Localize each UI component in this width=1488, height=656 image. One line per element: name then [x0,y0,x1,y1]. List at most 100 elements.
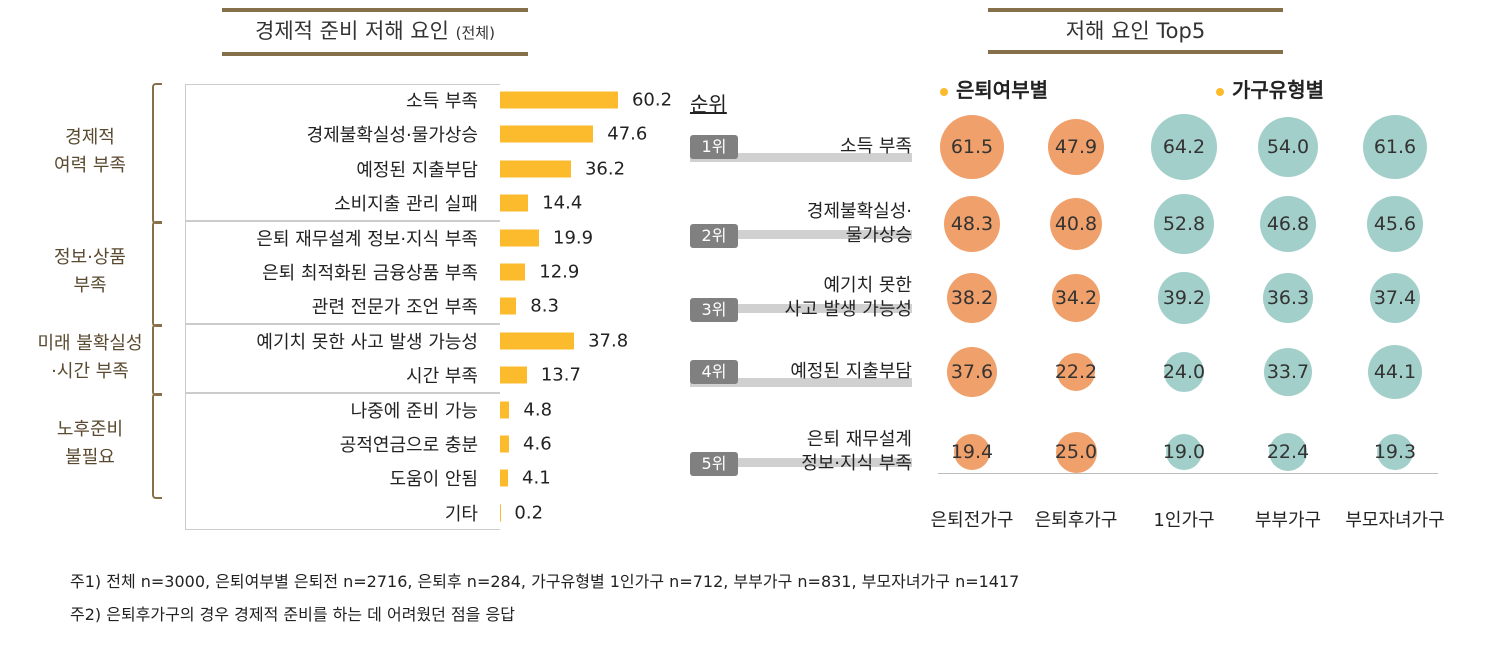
value-label: 19.9 [553,227,594,249]
bar-label: 은퇴 최적화된 금융상품 부족 [262,263,478,284]
label-box [185,84,500,530]
rank-badge: 1위 [690,135,738,159]
left-chart-title: 경제적 준비 저해 요인 (전체) [222,8,528,56]
group-label-line: 정보·상품 [54,247,126,268]
factor-label: 경제불확실성· 물가상승 [807,200,912,248]
value-label: 4.8 [523,399,553,421]
factor-label-line: 정보·지식 부족 [801,453,912,474]
group-separator [185,391,500,394]
bubble: 22.2 [1055,352,1097,392]
bubble: 37.6 [946,346,998,398]
group-label-line: 미래 불확실성 [37,333,143,354]
bar-label: 나중에 준비 가능 [350,400,478,422]
bar [500,435,510,453]
bubble: 54.0 [1257,116,1319,178]
bubble: 19.4 [951,433,993,471]
group-label: 미래 불확실성 ·시간 부족 [30,330,150,386]
bubble: 34.2 [1052,274,1100,322]
column-label: 은퇴후가구 [1034,510,1118,531]
bar-label: 시간 부족 [406,366,478,388]
bar [500,91,618,109]
group-separator [185,219,500,222]
group-brace [152,83,162,225]
group-header-retire: 은퇴여부별 [940,74,1048,103]
bar [500,194,529,212]
bubble: 24.0 [1163,351,1205,393]
bubble: 48.3 [943,195,1001,253]
group-label-line: 부족 [73,275,107,296]
bullet-icon [1216,87,1224,96]
value-label: 13.7 [540,364,581,386]
bubble: 39.2 [1158,272,1210,324]
factor-label: 예정된 지출부담 [790,360,912,384]
bubble: 25.0 [1055,431,1097,473]
group-label: 노후준비 불필요 [30,416,150,472]
right-chart-title: 저해 요인 Top5 [988,8,1283,54]
rank-underline [690,458,912,467]
bar [500,263,526,281]
value-label: 4.1 [522,467,551,489]
group-header-household: 가구유형별 [1216,74,1324,103]
bar-label: 은퇴 재무설계 정보·지식 부족 [256,228,478,250]
bar-label: 도움이 안됨 [389,469,478,491]
bar-label: 관련 전문가 조언 부족 [311,297,478,319]
value-label: 36.2 [584,158,626,180]
bubble: 19.0 [1163,434,1205,470]
factor-label: 예기치 못한 사고 발생 가능성 [785,274,912,322]
rank-badge: 4위 [690,360,738,384]
left-title-text: 경제적 준비 저해 요인 [255,19,449,43]
value-label: 60.2 [631,89,673,111]
bar [500,229,539,247]
rank-underline [690,230,912,239]
factor-label-line: 경제불확실성· [806,201,912,222]
rank-badge: 2위 [690,224,738,248]
value-label: 47.6 [607,123,648,145]
bubble: 44.1 [1367,344,1423,400]
value-label: 8.3 [530,295,559,317]
bar-label: 기타 [444,503,478,525]
factor-label: 소득 부족 [840,135,912,159]
column-label: 부모자녀가구 [1345,510,1445,531]
bar [500,297,517,315]
bubble: 40.8 [1049,197,1103,251]
bar [500,366,527,384]
group-label-line: 경제적 [65,126,115,148]
bar [500,125,594,143]
bar-label: 예정된 지출부담 [356,159,478,181]
bubble: 64.2 [1151,114,1217,180]
bar [500,332,575,350]
value-label: 0.2 [514,502,544,524]
bubble: 61.5 [939,114,1005,180]
group-header-text: 가구유형별 [1232,78,1324,102]
bar-label: 소비지출 관리 실패 [334,194,478,216]
bullet-icon [940,87,948,96]
group-brace [152,220,162,328]
value-label: 14.4 [542,192,583,214]
group-label: 경제적 여력 부족 [30,124,150,180]
bubble: 19.3 [1374,433,1416,470]
bubble: 46.8 [1259,195,1317,253]
factor-label-line: 물가상승 [845,225,912,246]
rank-underline [690,304,912,313]
factor-label-line: 예정된 지출부담 [790,361,912,382]
bar-label: 예기치 못한 사고 발생 가능성 [256,331,478,353]
rank-underline [690,378,912,387]
rank-badge: 5위 [690,452,738,476]
column-label: 부부가구 [1254,510,1322,531]
bubble: 38.2 [946,272,998,324]
bar [500,469,509,487]
bar-label: 경제불확실성·물가상승 [306,125,478,147]
group-label-line: 노후준비 [56,419,124,440]
factor-label-line: 은퇴 재무설계 [806,429,912,450]
bubble: 37.4 [1369,272,1421,324]
bubble: 61.6 [1362,114,1428,180]
group-brace [152,323,162,397]
group-header-text: 은퇴여부별 [956,78,1048,102]
footnote-1: 주1) 전체 n=3000, 은퇴여부별 은퇴전 n=2716, 은퇴후 n=2… [70,572,1020,591]
bubble: 33.7 [1264,348,1312,396]
column-label: 1인가구 [1153,510,1215,531]
rank-underline [690,153,912,162]
bubble: 36.3 [1263,273,1313,323]
